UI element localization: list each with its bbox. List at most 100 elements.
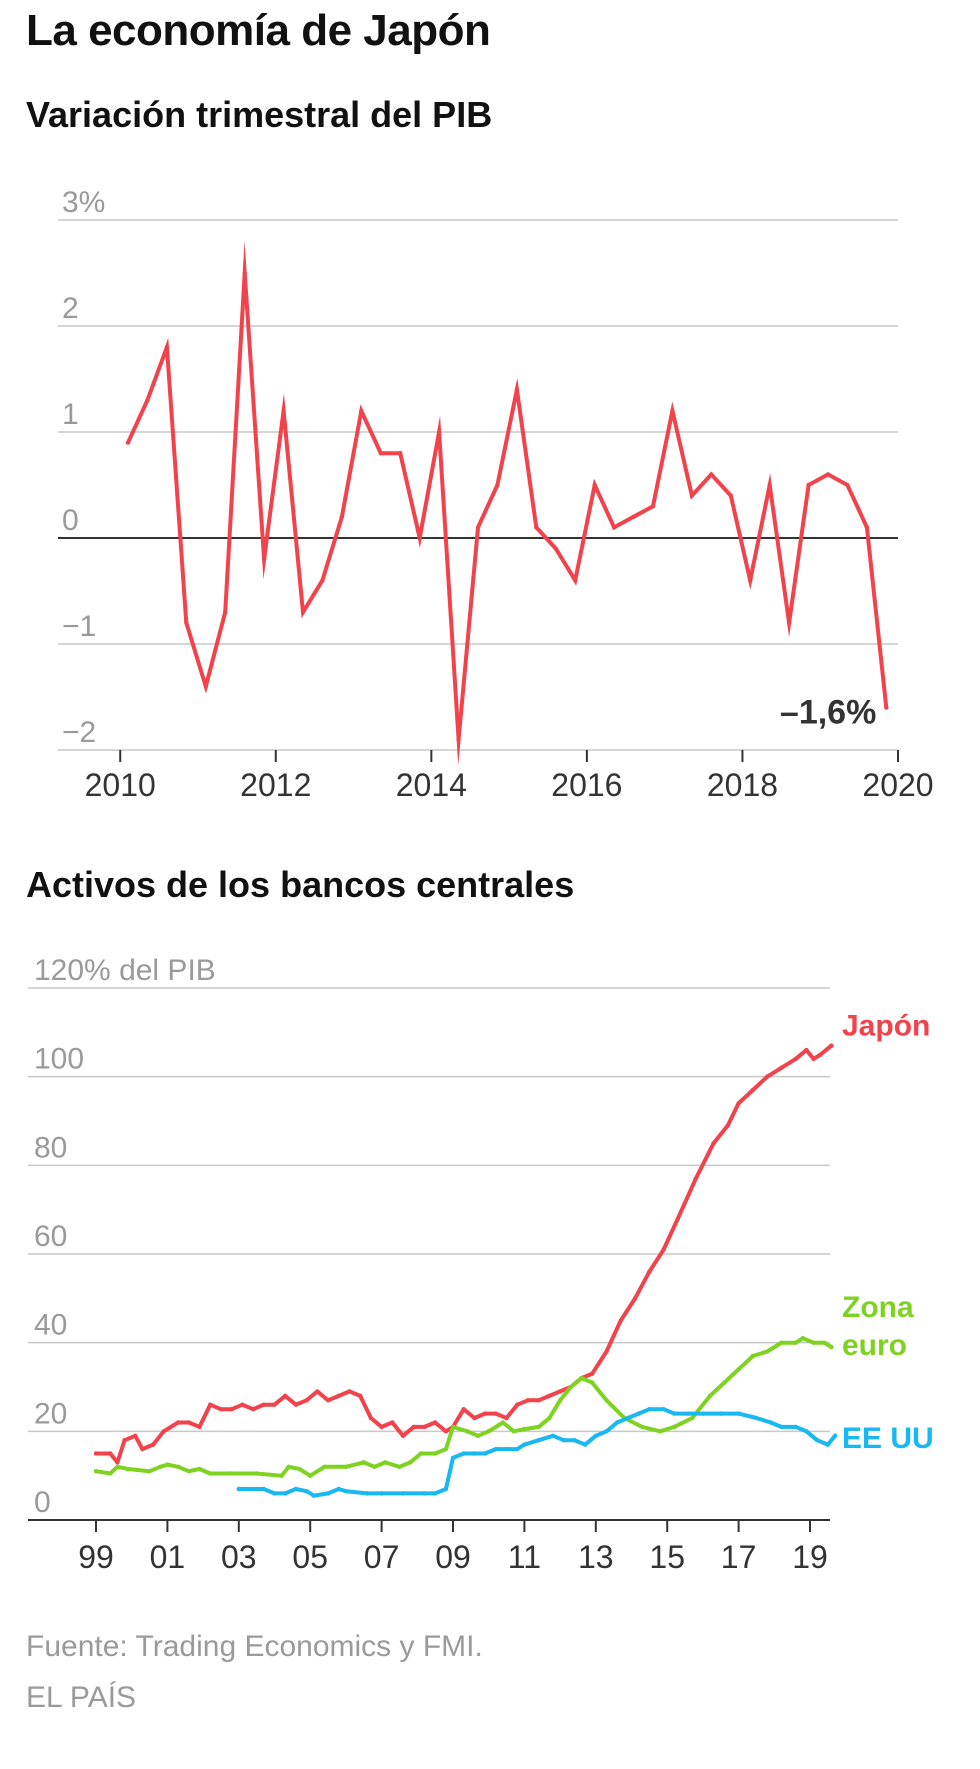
- japan-point: [390, 1420, 395, 1425]
- usa-point: [304, 1488, 309, 1494]
- y-tick-label: 1: [62, 398, 79, 431]
- eurozone-point: [707, 1393, 713, 1399]
- eurozone-point: [547, 1415, 552, 1421]
- x-tick-label: 99: [78, 1539, 114, 1575]
- gdp-point: [184, 620, 189, 625]
- source-note: Fuente: Trading Economics y FMI.: [26, 1630, 483, 1663]
- gdp-chart-title: Variación trimestral del PIB: [26, 94, 493, 135]
- japan-point: [240, 1402, 245, 1407]
- eurozone-point: [397, 1464, 402, 1469]
- japan-point: [525, 1398, 531, 1403]
- japan-point: [411, 1424, 416, 1430]
- y-tick-label: 100: [34, 1043, 84, 1076]
- y-tick-label: 120% del PIB: [34, 954, 216, 987]
- gdp-point: [786, 620, 792, 625]
- eurozone-point: [407, 1460, 413, 1465]
- x-tick-label: 01: [150, 1539, 186, 1575]
- eurozone-point: [657, 1429, 663, 1434]
- usa-point: [236, 1486, 241, 1492]
- japan-point: [175, 1420, 181, 1425]
- japan-point: [693, 1176, 698, 1181]
- gdp-point: [806, 482, 811, 488]
- japan-point: [504, 1415, 509, 1421]
- eurozone-point: [175, 1464, 181, 1469]
- y-tick-label: 0: [62, 504, 79, 537]
- eurozone-point: [308, 1473, 313, 1478]
- japan-point: [632, 1296, 638, 1301]
- japan-point: [618, 1318, 623, 1323]
- usa-point: [504, 1446, 509, 1452]
- japan-point: [793, 1056, 798, 1062]
- eurozone-point: [822, 1340, 827, 1345]
- japan-point: [829, 1043, 834, 1048]
- japan-point: [115, 1460, 120, 1465]
- usa-point: [779, 1424, 784, 1430]
- japan-point: [461, 1406, 466, 1412]
- usa-point: [661, 1406, 666, 1412]
- y-tick-label: 60: [34, 1220, 67, 1253]
- eurozone-point: [443, 1446, 449, 1452]
- x-tick-label: 19: [792, 1539, 828, 1575]
- japan-point: [536, 1398, 541, 1403]
- eurozone-point: [536, 1424, 541, 1430]
- usa-point: [825, 1442, 831, 1447]
- eurozone-point: [511, 1429, 516, 1434]
- eurozone-point: [568, 1384, 574, 1390]
- japan-point: [604, 1349, 609, 1354]
- eurozone-point: [672, 1424, 677, 1430]
- japan-point: [122, 1438, 127, 1443]
- eurozone-point: [604, 1398, 609, 1403]
- gdp-point: [864, 525, 870, 530]
- usa-point: [515, 1446, 520, 1452]
- gdp-point: [359, 408, 364, 413]
- eurozone-point: [640, 1424, 645, 1430]
- usa-point: [522, 1442, 527, 1447]
- eurozone-point: [286, 1464, 291, 1469]
- usa-point: [593, 1433, 598, 1438]
- gdp-point: [689, 493, 695, 498]
- usa-point: [493, 1446, 499, 1452]
- usa-point: [793, 1424, 798, 1430]
- gdp-point: [573, 578, 578, 583]
- japan-point: [804, 1047, 809, 1053]
- japan-point: [432, 1420, 438, 1425]
- usa-point: [536, 1438, 541, 1443]
- assets-chart: 120% del PIB 100 80 60 40 20 0 99 01 03 05 07 09 11 13…: [28, 954, 934, 1575]
- x-tick-label: 09: [435, 1539, 471, 1575]
- japan-point: [261, 1402, 266, 1407]
- usa-point: [814, 1438, 820, 1443]
- eurozone-point: [764, 1349, 770, 1354]
- eurozone-point: [829, 1344, 834, 1350]
- eurozone-point: [450, 1424, 456, 1430]
- y-tick-label: 20: [34, 1397, 67, 1430]
- japan-point: [229, 1406, 234, 1412]
- gdp-point: [261, 557, 267, 562]
- usa-point: [700, 1411, 706, 1416]
- eurozone-point: [736, 1367, 741, 1372]
- japan-point: [208, 1402, 213, 1407]
- gdp-point: [670, 408, 675, 413]
- gdp-point: [203, 684, 208, 689]
- eurozone-point: [486, 1429, 491, 1434]
- japan-point: [711, 1140, 716, 1146]
- japan-point: [675, 1216, 681, 1221]
- eurozone-point: [382, 1460, 388, 1465]
- y-tick-label: −1: [62, 610, 96, 643]
- usa-point: [672, 1411, 677, 1416]
- y-tick-label: −2: [62, 716, 96, 749]
- usa-point: [311, 1493, 316, 1498]
- japan-point: [197, 1424, 202, 1430]
- y-tick-label: 80: [34, 1131, 67, 1164]
- japan-point: [368, 1415, 374, 1421]
- usa-point: [336, 1486, 341, 1492]
- eurozone-point: [689, 1415, 695, 1421]
- usa-point: [283, 1491, 288, 1496]
- gdp-chart: 3% 2 1 0 −1 −2 2010 2012 2014 2016 2018 2020 –1,6%: [58, 186, 934, 803]
- eurozone-point: [579, 1375, 584, 1381]
- gdp-point: [417, 535, 422, 541]
- x-tick-label: 15: [649, 1539, 685, 1575]
- x-tick-label: 03: [221, 1539, 257, 1575]
- gdp-point: [514, 387, 520, 392]
- japan-point: [93, 1451, 99, 1456]
- page-title: La economía de Japón: [26, 6, 491, 55]
